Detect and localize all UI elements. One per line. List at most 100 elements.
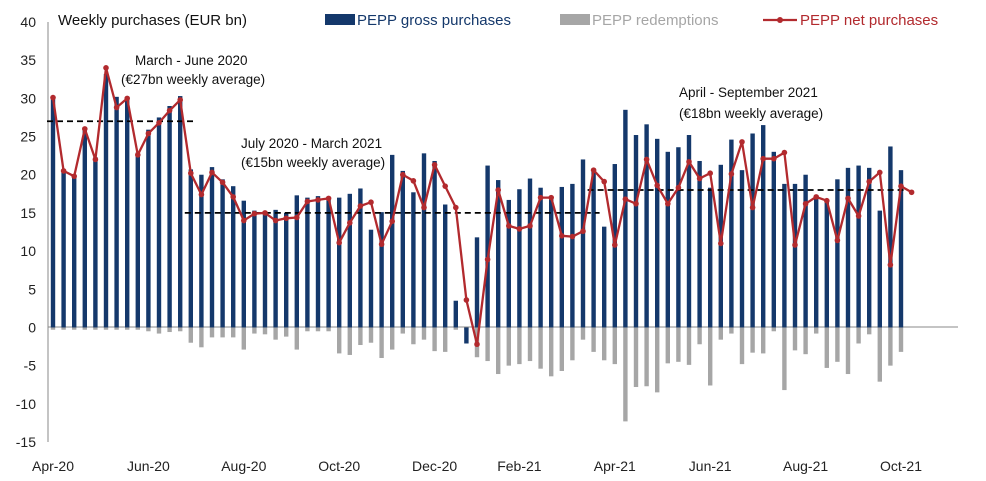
net-purchase-point: [92, 156, 99, 163]
gross-purchase-bar: [824, 199, 829, 328]
gross-purchase-bar: [379, 212, 384, 328]
redemption-bar: [570, 327, 575, 361]
redemption-bar: [358, 327, 363, 346]
net-purchase-point: [315, 197, 321, 203]
net-purchase-point: [813, 194, 819, 200]
gross-purchase-bar: [400, 170, 405, 328]
gross-purchase-bar: [421, 153, 427, 328]
net-purchase-point: [272, 217, 279, 224]
redemption-bar: [411, 327, 416, 345]
gross-purchase-bar: [686, 135, 692, 328]
redemption-bar: [305, 327, 310, 332]
net-purchase-point: [262, 210, 268, 216]
redemption-bar: [199, 327, 204, 348]
net-purchase-point: [559, 233, 565, 239]
legend: PEPP gross purchases PEPP redemptions PE…: [325, 12, 938, 29]
y-tick-labels: 40 35 30 25 20 15 10 5 0 -5 -10 -15: [16, 14, 36, 450]
redemption-bar: [496, 327, 501, 375]
gross-purchase-bar: [888, 146, 893, 328]
redemption-bar: [559, 327, 564, 371]
redemption-bar: [708, 327, 713, 386]
gross-purchase-bar: [527, 178, 533, 328]
redemption-bar: [50, 327, 56, 330]
annotation-title: April - September 2021: [679, 85, 818, 100]
y-axis-label: Weekly purchases (EUR bn): [58, 12, 247, 29]
annotation-april-september-2021: April - September 2021 (€18bn weekly ave…: [679, 85, 823, 121]
net-purchase-point: [347, 220, 353, 226]
net-purchase-point: [643, 156, 650, 163]
annotation-subtitle: (€18bn weekly average): [679, 106, 823, 121]
net-purchase-point: [866, 178, 872, 185]
gross-purchase-bar: [390, 154, 395, 328]
legend-item-net[interactable]: PEPP net purchases: [763, 12, 938, 29]
net-purchase-point: [188, 170, 194, 176]
gross-purchase-bar: [506, 199, 511, 328]
redemption-bar: [262, 327, 268, 335]
legend-swatch-gross: [325, 14, 355, 25]
gross-purchase-bar: [252, 210, 257, 328]
net-purchase-point: [304, 198, 311, 205]
gross-purchase-bar: [644, 124, 649, 328]
gross-purchase-bar: [782, 183, 787, 328]
redemption-bar: [580, 327, 586, 340]
gross-purchase-bar: [347, 193, 352, 328]
gross-purchase-bar: [358, 188, 363, 328]
gross-purchase-bar: [135, 152, 140, 328]
net-purchase-point: [506, 223, 512, 229]
gross-purchase-bar: [729, 139, 734, 328]
legend-item-redemptions[interactable]: PEPP redemptions: [560, 12, 718, 29]
legend-label-redemptions: PEPP redemptions: [592, 12, 718, 29]
redemption-bar: [697, 327, 702, 345]
net-purchase-point: [749, 204, 756, 211]
gross-purchase-bar: [517, 189, 522, 328]
redemption-bar: [877, 327, 882, 382]
y-tick-label: 40: [20, 14, 36, 30]
net-purchase-point: [495, 187, 502, 193]
y-tick-label: 20: [20, 167, 36, 183]
gross-purchase-bar: [156, 117, 162, 328]
net-purchase-point: [781, 149, 788, 156]
net-purchase-point: [71, 173, 77, 180]
net-purchase-point: [378, 241, 385, 248]
x-tick-label: Oct-20: [318, 458, 360, 474]
net-purchase-point: [792, 242, 798, 248]
net-purchase-point: [431, 162, 438, 168]
net-purchase-point: [548, 194, 554, 201]
net-purchase-point: [516, 226, 523, 232]
gross-purchase-bar: [580, 159, 586, 328]
net-purchase-point: [718, 240, 724, 247]
redemption-bar: [676, 327, 681, 362]
redemption-bar: [443, 327, 448, 352]
net-purchase-point: [166, 107, 173, 114]
redemption-bar: [824, 327, 829, 368]
gross-purchase-bar: [209, 167, 215, 328]
gross-purchase-bar: [485, 165, 490, 328]
redemption-bar: [517, 327, 522, 365]
gross-purchase-bar: [273, 209, 278, 328]
y-tick-label: 25: [20, 129, 36, 145]
net-purchase-point: [421, 204, 427, 211]
gross-purchase-bar: [305, 197, 310, 328]
net-purchase-point: [400, 171, 406, 178]
net-purchase-point: [368, 199, 374, 206]
redemption-bar: [750, 327, 755, 353]
net-purchase-point: [124, 95, 130, 102]
gross-purchase-bar: [602, 226, 607, 328]
gross-purchase-bar: [453, 300, 458, 328]
legend-marker-net: [777, 17, 783, 23]
gross-purchase-bar: [633, 135, 639, 328]
net-purchase-point: [103, 65, 109, 71]
gross-purchase-bar: [559, 186, 564, 328]
net-purchase-point: [696, 175, 703, 182]
gross-purchase-bar: [739, 170, 745, 328]
net-purchase-point: [537, 194, 544, 201]
redemption-bar: [644, 327, 649, 387]
redemption-bar: [209, 327, 215, 338]
redemption-bar: [252, 327, 257, 334]
net-purchase-point: [283, 215, 290, 222]
gross-purchase-bar: [103, 73, 109, 328]
net-purchase-point: [622, 196, 629, 202]
net-purchase-point: [908, 189, 915, 196]
legend-item-gross[interactable]: PEPP gross purchases: [325, 12, 511, 29]
